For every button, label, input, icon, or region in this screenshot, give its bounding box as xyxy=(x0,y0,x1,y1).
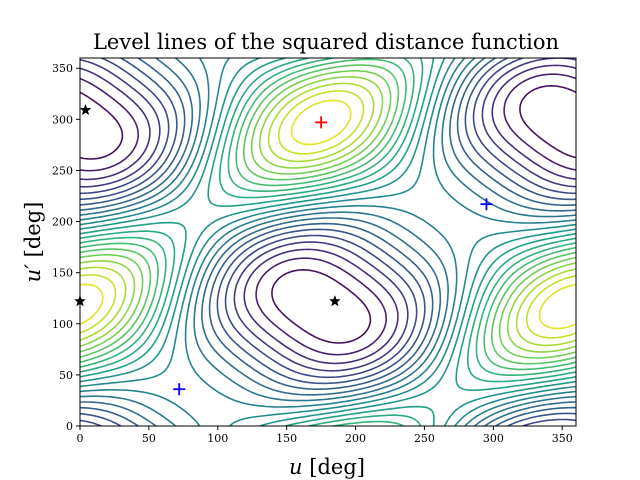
x-axis-ticks: 0 50 100 150 200 250 300 350 xyxy=(77,426,573,445)
contour-level-9 xyxy=(80,58,576,426)
saddle-marker-3 xyxy=(328,295,341,307)
contour-level-4 xyxy=(80,58,576,372)
critical-point-markers xyxy=(74,103,493,396)
y-tick-label: 300 xyxy=(52,113,73,126)
contour-level-16 xyxy=(80,58,576,371)
x-tick-label: 100 xyxy=(207,432,228,445)
x-tick-label: 150 xyxy=(276,432,297,445)
maximum-marker xyxy=(315,116,328,129)
contour-level-5 xyxy=(80,58,576,426)
y-tick-label: 100 xyxy=(52,318,73,331)
minimum-marker-1 xyxy=(173,383,186,396)
y-axis-ticks: 0 50 100 150 200 250 300 350 xyxy=(52,62,80,433)
y-tick-label: 200 xyxy=(52,216,73,229)
contour-lines xyxy=(80,58,576,426)
contour-level-6 xyxy=(80,58,576,426)
y-tick-label: 150 xyxy=(52,267,73,280)
contour-level-11 xyxy=(80,58,576,426)
y-tick-label: 250 xyxy=(52,164,73,177)
x-tick-label: 350 xyxy=(552,432,573,445)
saddle-marker-2 xyxy=(74,295,86,307)
contour-level-7 xyxy=(80,58,576,426)
saddle-marker-1 xyxy=(79,103,92,116)
x-tick-label: 50 xyxy=(142,432,156,445)
contour-level-17 xyxy=(80,64,576,365)
y-tick-label: 350 xyxy=(52,62,73,75)
y-axis-label: u′ [deg] xyxy=(21,202,45,283)
plot-frame xyxy=(79,57,577,427)
x-tick-label: 250 xyxy=(414,432,435,445)
contour-level-1 xyxy=(80,85,576,344)
y-tick-label: 50 xyxy=(59,369,73,382)
contour-level-19 xyxy=(80,76,576,353)
chart-title: Level lines of the squared distance func… xyxy=(93,30,559,54)
contour-level-18 xyxy=(80,70,576,359)
contour-level-10 xyxy=(80,58,576,426)
x-tick-label: 200 xyxy=(345,432,366,445)
contour-level-3 xyxy=(80,64,576,365)
x-axis-label: u [deg] xyxy=(289,455,365,479)
minimum-marker-2 xyxy=(480,198,493,211)
contour-level-2 xyxy=(80,73,576,356)
x-tick-label: 300 xyxy=(483,432,504,445)
x-tick-label: 0 xyxy=(77,432,84,445)
contour-level-20 xyxy=(80,82,576,347)
contour-level-22 xyxy=(80,99,576,330)
contour-level-21 xyxy=(80,90,576,339)
contour-level-8 xyxy=(80,58,576,426)
y-tick-label: 0 xyxy=(66,420,73,433)
